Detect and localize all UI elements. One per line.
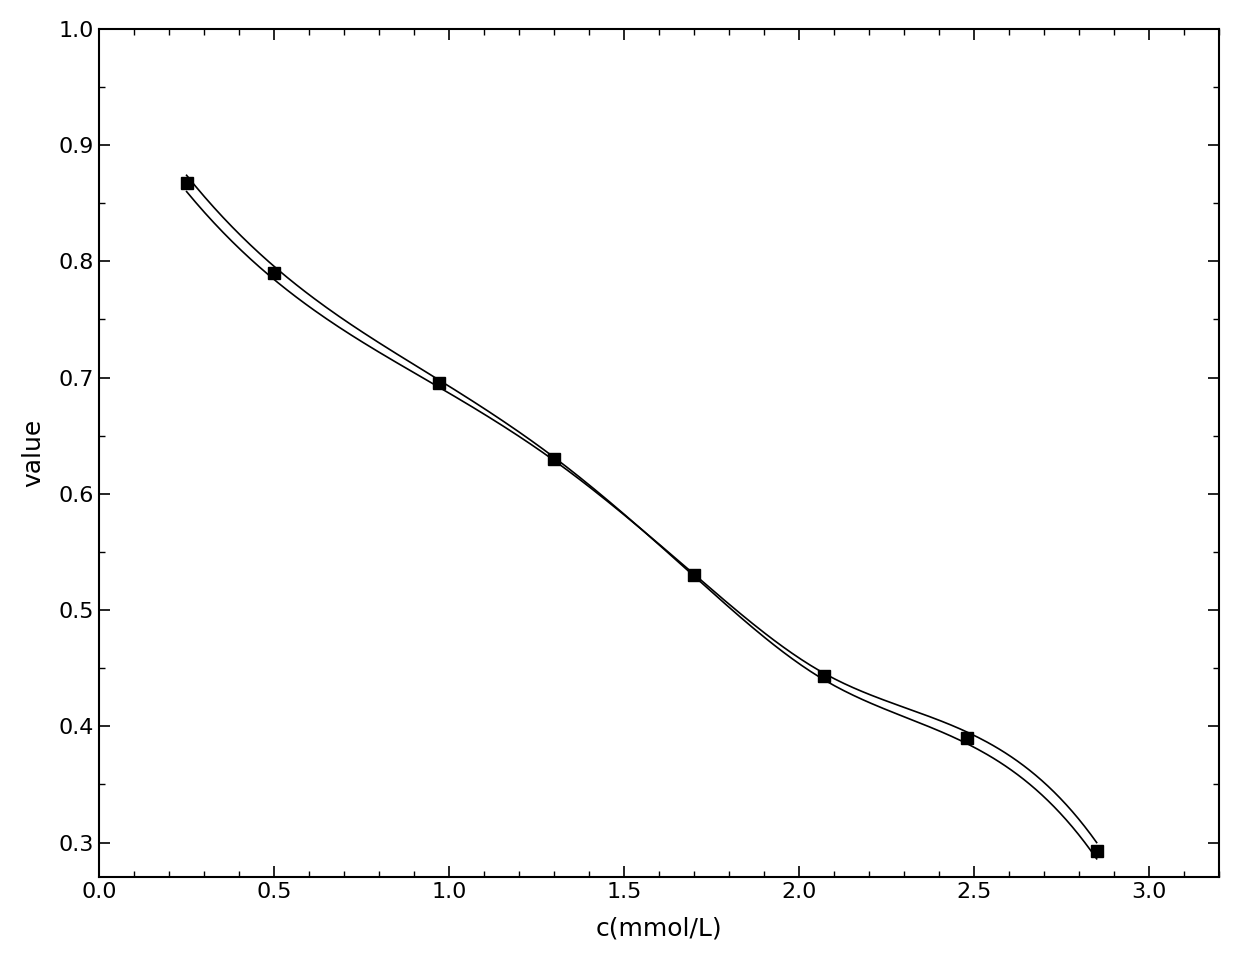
Y-axis label: value: value — [21, 419, 45, 487]
X-axis label: c(mmol/L): c(mmol/L) — [595, 916, 723, 940]
